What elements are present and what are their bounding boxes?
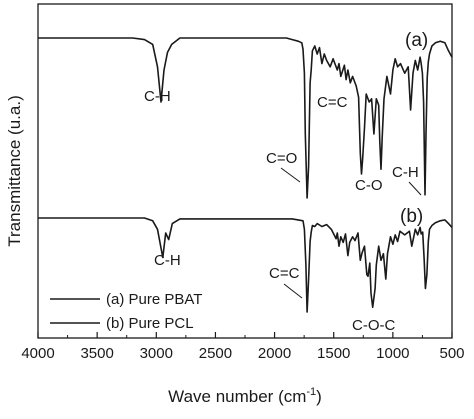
- annotation-coc-b: C-O-C: [352, 317, 395, 334]
- x-tick-label: 3500: [80, 345, 113, 362]
- annotation-co-a: C=O: [266, 150, 297, 167]
- series-line-pure-pbat: [38, 37, 453, 199]
- annotation-ch-a: C-H: [144, 88, 171, 105]
- annotation-ch-b: C-H: [154, 252, 181, 269]
- y-axis-label: Transmittance (u.a.): [5, 95, 24, 246]
- legend-label-pure-pbat: (a) Pure PBAT: [106, 291, 202, 308]
- annotation-arrow-co-a: [280, 167, 301, 183]
- series-tag-b: (b): [400, 206, 423, 227]
- x-tick-label: 2000: [258, 345, 291, 362]
- annotation-arrow-cc-b: [283, 283, 303, 299]
- x-tick-label: 500: [439, 345, 464, 362]
- x-tick-label: 3000: [140, 345, 173, 362]
- x-axis-label: Wave number (cm-1): [168, 386, 322, 406]
- annotation-arrow-ch2-a: [408, 181, 422, 196]
- series-line-pure-pcl: [38, 217, 453, 313]
- annotation-c-o-a: C-O: [355, 177, 383, 194]
- x-tick-label: 1500: [317, 345, 350, 362]
- annotation-ch2-a: C-H: [392, 164, 419, 181]
- plot-frame: [37, 3, 453, 339]
- annotation-cc-a: C=C: [317, 94, 348, 111]
- legend-label-pure-pcl: (b) Pure PCL: [106, 315, 194, 332]
- x-tick-label: 1000: [376, 345, 409, 362]
- x-tick-label: 4000: [21, 345, 54, 362]
- x-ticks: 4000 3500 3000 2500 2000 1500 1000 500: [21, 332, 465, 362]
- series-tag-a: (a): [405, 30, 428, 51]
- annotation-cc-b: C=C: [269, 265, 300, 282]
- x-tick-label: 2500: [199, 345, 232, 362]
